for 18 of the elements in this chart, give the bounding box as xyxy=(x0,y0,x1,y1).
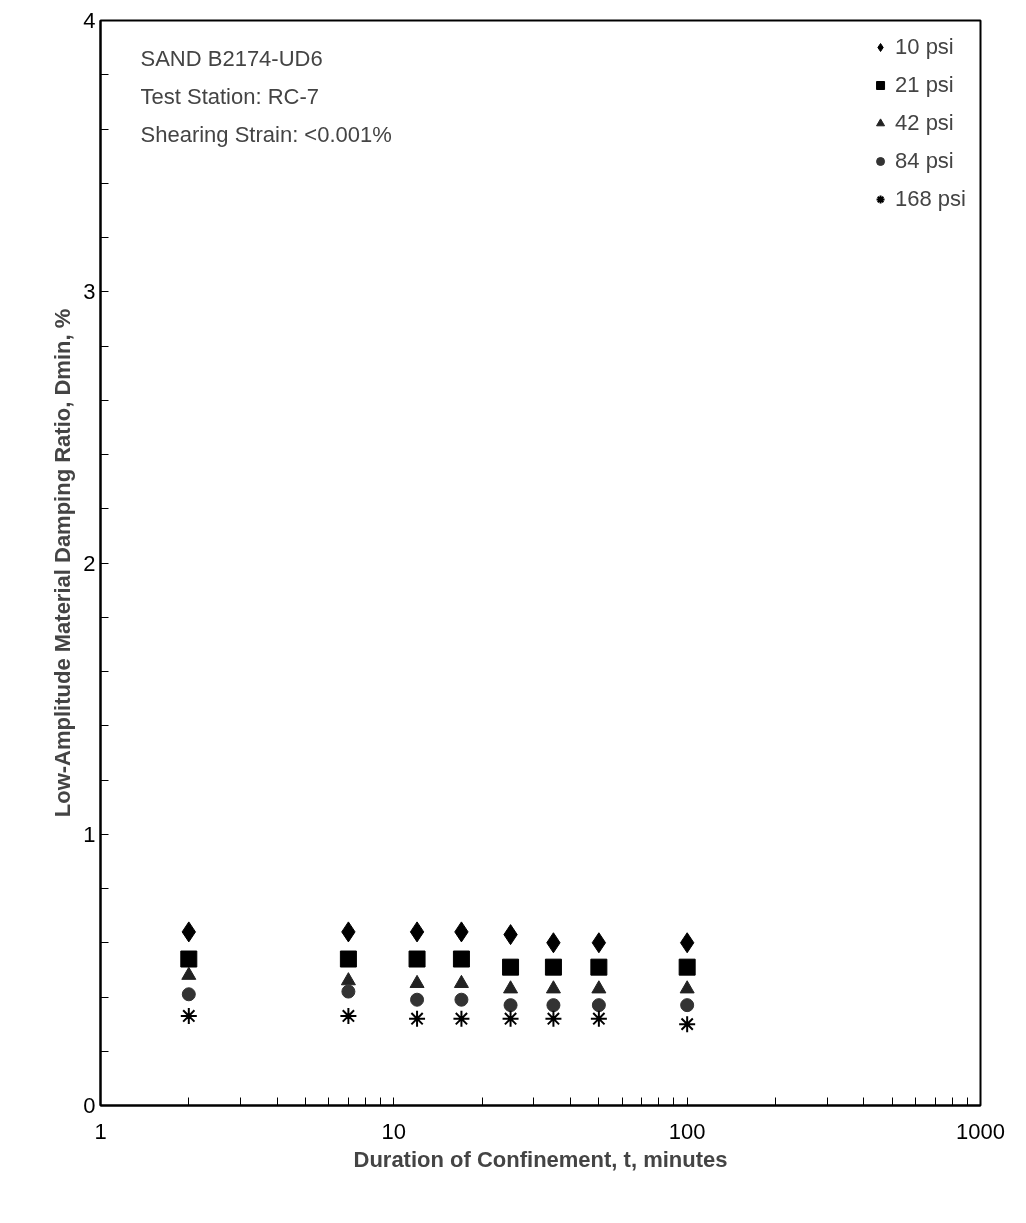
annotation: Shearing Strain: <0.001% xyxy=(140,121,392,147)
legend-label: 10 psi xyxy=(895,34,954,60)
y-axis-title: Low-Amplitude Material Damping Ratio, Dmin, % xyxy=(50,308,76,818)
x-tick-label: 100 xyxy=(668,1118,706,1144)
y-tick-label: 3 xyxy=(83,279,96,305)
y-tick-label: 2 xyxy=(83,550,96,576)
x-axis-title: Duration of Confinement, t, minutes xyxy=(353,1146,728,1172)
legend-label: 42 psi xyxy=(895,110,954,136)
legend-label: 21 psi xyxy=(895,72,954,98)
x-tick-label: 10 xyxy=(381,1118,407,1144)
y-tick-label: 4 xyxy=(83,8,96,33)
y-tick-label: 1 xyxy=(83,821,96,847)
annotation: SAND B2174-UD6 xyxy=(140,45,323,71)
legend-label: 84 psi xyxy=(895,148,954,174)
legend-label: 168 psi xyxy=(895,186,966,212)
x-tick-label: 1000 xyxy=(956,1118,1005,1144)
annotation: Test Station: RC-7 xyxy=(140,83,320,109)
y-tick-label: 0 xyxy=(83,1093,96,1118)
